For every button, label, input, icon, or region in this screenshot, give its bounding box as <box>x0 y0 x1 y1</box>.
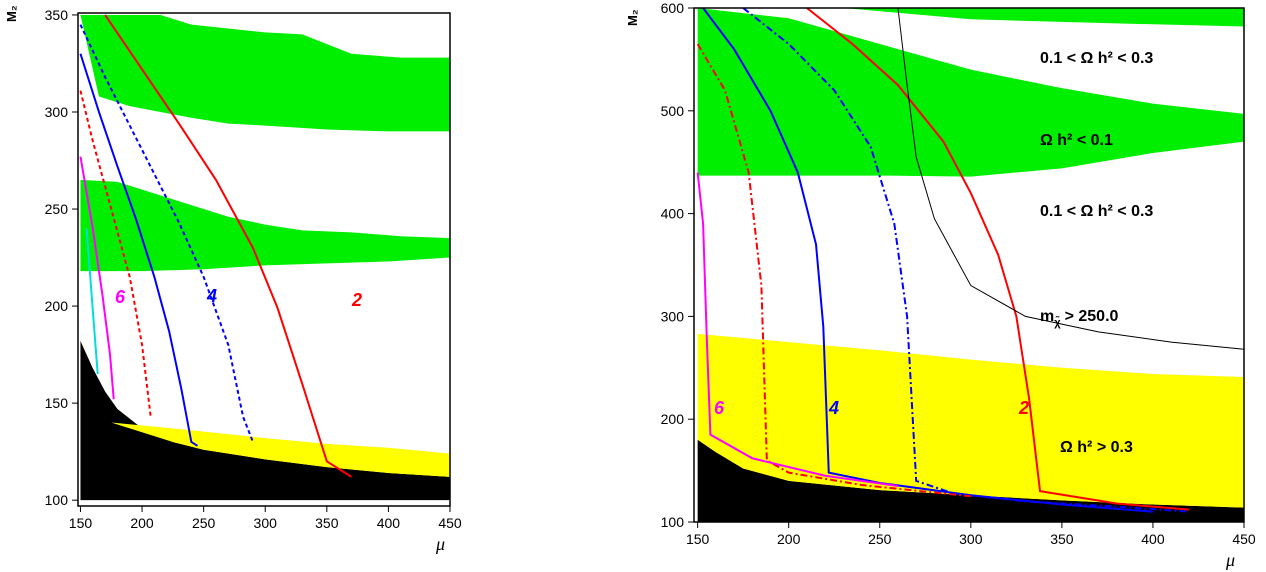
region-label-mass: mχ̃ > 250.0 <box>1040 308 1119 329</box>
right-y-tick-label: 400 <box>661 206 685 222</box>
right-region-omega_gt_0.3-1 <box>697 333 1244 508</box>
left-y-tick-label: 200 <box>45 298 69 314</box>
region-label-green: Ω h² < 0.1 <box>1040 132 1113 149</box>
right-x-tick-label: 300 <box>959 531 983 547</box>
left-x-axis-label: μ <box>435 534 445 554</box>
left-region-omega_gt_0.3-1 <box>111 422 451 477</box>
left-chart: 150 200 250 300 350 400 450 100150200250300350… <box>4 5 462 554</box>
left-y-tick-label: 300 <box>45 104 69 120</box>
left-region-omega_band-2 <box>80 179 451 272</box>
right-curve-label-2: 2 <box>1018 398 1029 418</box>
right-region-excluded-0 <box>697 439 1244 522</box>
right-series-line-0 <box>806 7 1190 511</box>
left-y-axis-label: M₂ <box>4 5 19 22</box>
right-y-tick-label: 200 <box>661 411 685 427</box>
right-y-axis-label: M₂ <box>625 9 640 26</box>
right-x-tick-label: 450 <box>1232 531 1256 547</box>
left-region-omega_band-3 <box>80 14 451 132</box>
left-x-tick-label: 250 <box>192 515 216 531</box>
right-y-axis: 100 200 300 400 500 600 <box>661 0 694 530</box>
region-label-top: 0.1 < Ω h² < 0.3 <box>1040 50 1153 67</box>
left-y-tick-label: 350 <box>45 7 69 23</box>
right-y-tick-label: 100 <box>661 514 685 530</box>
right-region-omega_lt_0.1-3 <box>843 8 1244 27</box>
left-x-tick-label: 350 <box>315 515 339 531</box>
right-plot-frame <box>693 7 1245 523</box>
left-curve-label-6: 6 <box>115 287 126 307</box>
left-y-tick-label: 100 <box>45 492 69 508</box>
left-curve-label-4: 4 <box>206 286 217 306</box>
right-x-tick-label: 250 <box>868 531 892 547</box>
left-series-line-0 <box>104 14 352 478</box>
right-x-axis-label: μ <box>1225 550 1235 570</box>
left-series-line-3 <box>79 90 152 417</box>
right-series <box>696 7 1245 513</box>
right-x-tick-label: 200 <box>777 531 801 547</box>
left-x-tick-label: 200 <box>130 515 154 531</box>
region-label-mass-rest: > 250.0 <box>1065 308 1119 325</box>
right-curve-label-4: 4 <box>828 398 839 418</box>
left-series-line-1 <box>79 24 254 443</box>
right-series-line-2 <box>702 7 1154 513</box>
left-x-tick-label: 400 <box>377 515 401 531</box>
right-x-tick-label: 400 <box>1141 531 1165 547</box>
right-series-line-5 <box>897 7 1245 350</box>
left-series-line-2 <box>79 53 199 447</box>
region-label-mid: 0.1 < Ω h² < 0.3 <box>1040 203 1153 220</box>
left-x-tick-label: 450 <box>438 515 462 531</box>
right-y-tick-label: 600 <box>661 0 685 16</box>
right-x-tick-label: 350 <box>1050 531 1074 547</box>
region-label-mass-sub: χ̃ <box>1054 316 1061 329</box>
left-x-tick-label: 300 <box>254 515 278 531</box>
right-y-tick-label: 500 <box>661 103 685 119</box>
right-x-axis: 150 200 250 300 350 400 450 <box>686 522 1256 547</box>
left-series-line-4 <box>79 156 115 400</box>
right-region-omega_lt_0.1-2 <box>697 8 1244 177</box>
right-x-tick-label: 150 <box>686 531 710 547</box>
left-x-tick-label: 150 <box>69 515 93 531</box>
left-plot-frame <box>77 12 451 507</box>
left-y-axis: 100 150 200 250 300 350 <box>45 7 78 508</box>
left-y-tick-label: 250 <box>45 201 69 217</box>
left-series <box>79 14 352 478</box>
right-series-line-4 <box>696 172 899 488</box>
left-region-excluded-0 <box>80 341 451 501</box>
left-curve-label-2: 2 <box>351 290 362 310</box>
region-label-mass-m: m <box>1040 308 1054 325</box>
left-x-axis: 150 200 250 300 350 400 450 <box>69 506 462 531</box>
region-label-yellow: Ω h² > 0.3 <box>1060 439 1133 456</box>
left-y-tick-label: 150 <box>45 395 69 411</box>
right-y-tick-label: 300 <box>661 308 685 324</box>
right-chart: 150 200 250 300 350 400 450 100 200 300 400 500 600… <box>625 0 1256 570</box>
right-series-line-3 <box>696 43 971 498</box>
right-curve-label-6: 6 <box>714 398 725 418</box>
left-series-line-5 <box>85 228 99 375</box>
left-regions <box>80 14 451 501</box>
right-regions <box>697 8 1244 522</box>
